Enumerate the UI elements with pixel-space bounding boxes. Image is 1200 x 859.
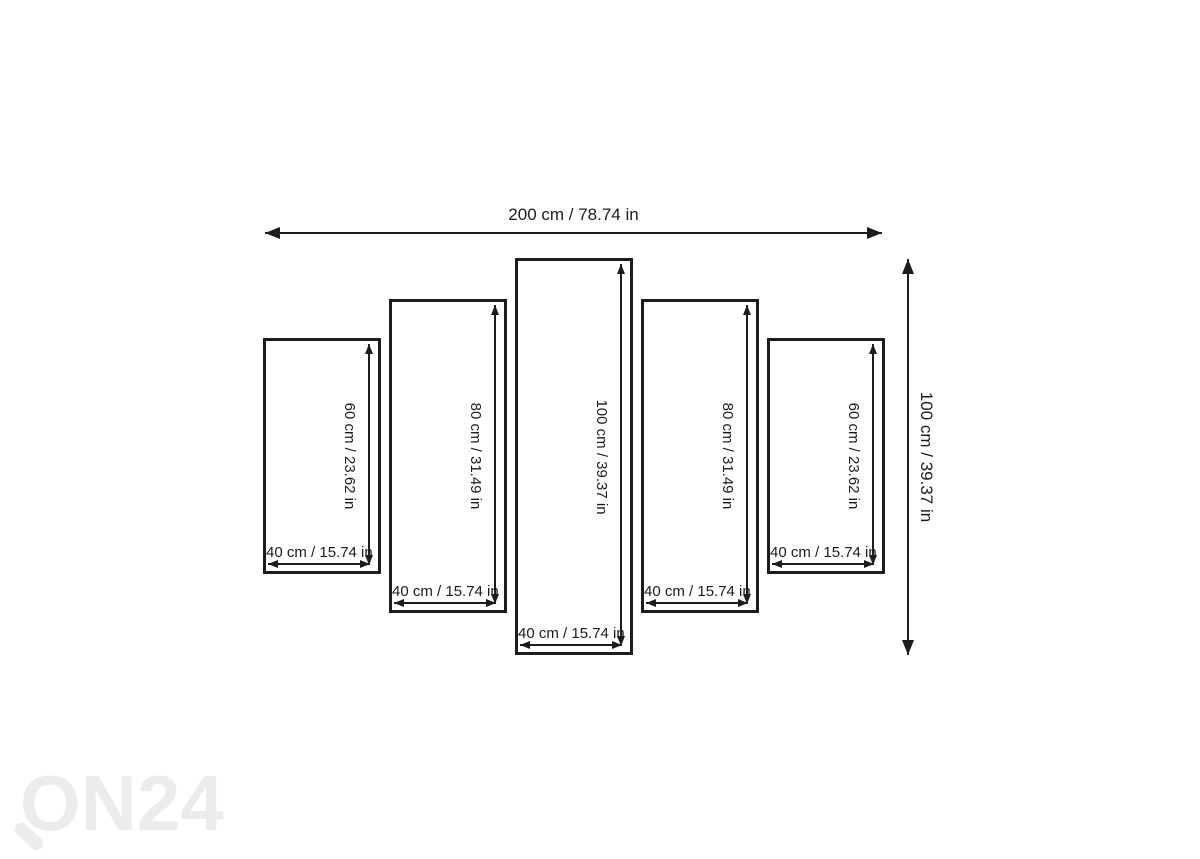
panel-4-height-label: 80 cm / 31.49 in <box>719 402 736 510</box>
overall-width-label: 200 cm / 78.74 in <box>508 205 639 224</box>
panel-3-width-label: 40 cm / 15.74 in <box>518 625 625 642</box>
panel-1: 60 cm / 23.62 in 40 cm / 15.74 in <box>263 338 381 574</box>
on24-watermark: ON24 <box>12 764 224 853</box>
panel-4: 80 cm / 31.49 in 40 cm / 15.74 in <box>641 299 759 613</box>
panel-3-height-label: 100 cm / 39.37 in <box>593 398 610 515</box>
panel-5-width-arrow <box>772 563 874 565</box>
panel-4-width-label: 40 cm / 15.74 in <box>644 583 751 600</box>
panel-5-height-label: 60 cm / 23.62 in <box>845 402 862 510</box>
panel-5-height-arrow <box>872 344 874 565</box>
panel-2-width-arrow <box>394 602 496 604</box>
panel-3-width-arrow <box>520 644 622 646</box>
panel-2-width-label: 40 cm / 15.74 in <box>392 583 499 600</box>
panel-1-height-label: 60 cm / 23.62 in <box>341 402 358 510</box>
panel-2-height-label: 80 cm / 31.49 in <box>467 402 484 510</box>
panel-2-height-arrow <box>494 305 496 604</box>
panel-5: 60 cm / 23.62 in 40 cm / 15.74 in <box>767 338 885 574</box>
panel-3: 100 cm / 39.37 in 40 cm / 15.74 in <box>515 258 633 655</box>
panel-1-width-label: 40 cm / 15.74 in <box>266 544 373 561</box>
panel-4-height-arrow <box>746 305 748 604</box>
watermark-text: ON24 <box>20 759 224 847</box>
overall-height-arrow <box>907 259 909 655</box>
panel-4-width-arrow <box>646 602 748 604</box>
overall-width-arrow <box>265 232 882 234</box>
panel-3-height-arrow <box>620 264 622 646</box>
panel-1-width-arrow <box>268 563 370 565</box>
panel-2: 80 cm / 31.49 in 40 cm / 15.74 in <box>389 299 507 613</box>
overall-height-label: 100 cm / 39.37 in <box>917 391 936 523</box>
panel-1-height-arrow <box>368 344 370 565</box>
panel-5-width-label: 40 cm / 15.74 in <box>770 544 877 561</box>
